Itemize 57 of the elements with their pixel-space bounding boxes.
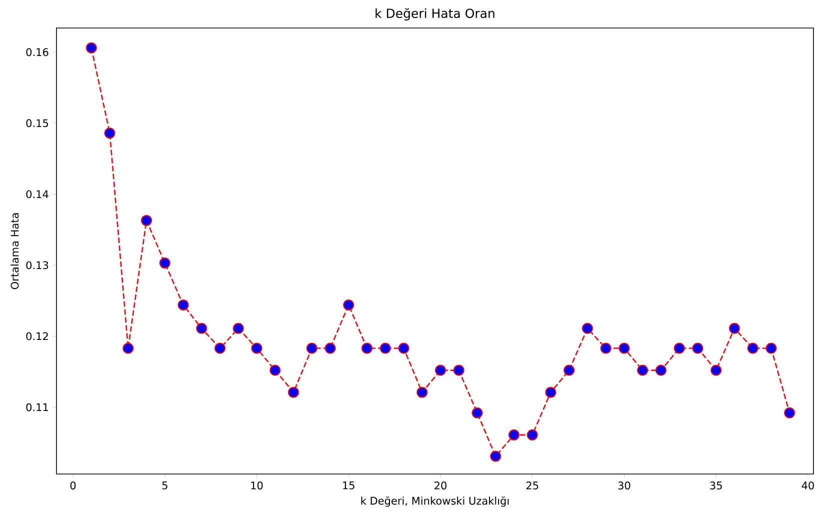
point [398, 342, 410, 354]
point [141, 214, 152, 226]
point [655, 364, 666, 376]
point [306, 342, 318, 354]
point [710, 364, 722, 376]
point [104, 128, 116, 139]
chart-title: k Değeri Hata Oran [376, 8, 494, 20]
point [86, 42, 97, 54]
x-tick-label: 30 [618, 482, 630, 490]
point [288, 386, 299, 398]
x-tick-label: 10 [251, 482, 263, 490]
point [324, 342, 336, 354]
x-tick-label: 0 [70, 482, 76, 490]
y-tick-label: 0.16 [26, 48, 48, 56]
point [618, 342, 630, 354]
point [232, 322, 244, 334]
point [637, 364, 648, 376]
point [196, 322, 208, 334]
point [490, 450, 502, 462]
point [251, 342, 262, 354]
point [178, 299, 189, 310]
x-tick-label: 20 [434, 482, 446, 490]
x-tick-label: 15 [343, 482, 354, 490]
point [214, 342, 226, 354]
point [343, 299, 354, 310]
point [270, 364, 281, 376]
point [361, 342, 372, 354]
y-tick-label: 0.13 [26, 261, 48, 270]
x-tick-label: 25 [526, 482, 538, 490]
point [728, 322, 740, 334]
point [674, 342, 685, 354]
y-axis-title: Ortalama Hata [10, 213, 19, 290]
point [434, 364, 446, 376]
point [472, 407, 483, 418]
x-tick-label: 35 [710, 482, 722, 490]
point [545, 386, 556, 398]
x-tick-label: 40 [802, 482, 814, 490]
point [692, 342, 704, 354]
point [582, 322, 593, 334]
point [453, 364, 464, 376]
point [766, 342, 777, 354]
y-tick-label: 0.12 [26, 332, 48, 340]
x-tick-label: 5 [162, 482, 168, 490]
point [564, 364, 575, 376]
point [747, 342, 758, 354]
point [784, 407, 796, 418]
point [600, 342, 612, 354]
point [159, 258, 170, 269]
y-tick-label: 0.15 [26, 119, 48, 128]
point [508, 429, 520, 440]
y-tick-label: 0.11 [26, 403, 48, 412]
x-axis-title: k Değeri, Minkowski Uzaklığı [361, 496, 509, 507]
y-tick-label: 0.14 [26, 190, 48, 198]
point [526, 429, 538, 440]
point [122, 342, 134, 354]
point [380, 342, 391, 354]
point [416, 386, 428, 398]
